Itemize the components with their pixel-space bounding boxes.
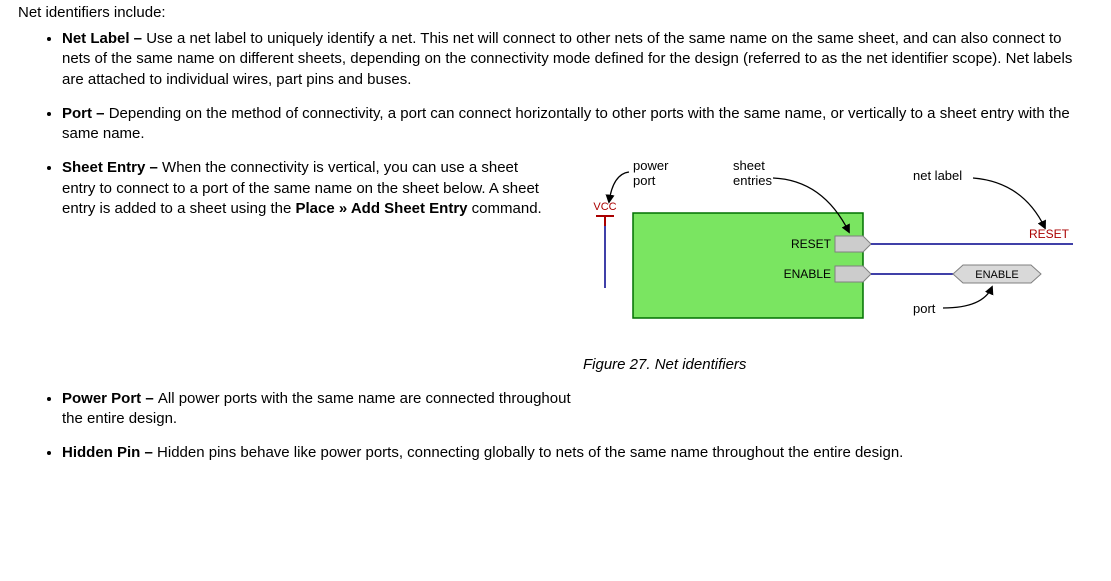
item-port: Port – Depending on the method of connec… (62, 104, 1093, 145)
term-net-label: Net Label (62, 30, 130, 47)
dash: – (145, 159, 162, 176)
item-hidden-pin: Hidden Pin – Hidden pins behave like pow… (62, 443, 1093, 463)
figure-net-identifiers: RESETENABLERESETENABLEVCCpowerportsheete… (573, 158, 1093, 375)
term-sheet-entry: Sheet Entry (62, 159, 145, 176)
term-port: Port (62, 105, 92, 122)
definition-list: Net Label – Use a net label to uniquely … (18, 29, 1093, 464)
svg-text:VCC: VCC (593, 201, 616, 213)
item-sheet-entry: Sheet Entry – When the connectivity is v… (62, 158, 1093, 375)
dash: – (130, 30, 147, 47)
svg-text:port: port (633, 173, 656, 188)
body-sheet-entry-bold: Place » Add Sheet Entry (296, 200, 468, 217)
svg-text:power: power (633, 158, 669, 173)
term-power-port: Power Port (62, 390, 141, 407)
svg-text:ENABLE: ENABLE (975, 269, 1018, 281)
dash: – (140, 444, 157, 461)
svg-text:sheet: sheet (733, 158, 765, 173)
body-net-label: Use a net label to uniquely identify a n… (62, 30, 1072, 88)
body-port: Depending on the method of connectivity,… (62, 105, 1070, 142)
item-power-port: Power Port – All power ports with the sa… (62, 389, 1093, 430)
intro-text: Net identifiers include: (18, 4, 1093, 21)
item-net-label: Net Label – Use a net label to uniquely … (62, 29, 1093, 90)
svg-text:port: port (913, 301, 936, 316)
svg-text:RESET: RESET (1029, 227, 1070, 241)
svg-text:ENABLE: ENABLE (784, 267, 831, 281)
dash: – (92, 105, 109, 122)
dash: – (141, 390, 158, 407)
body-hidden-pin: Hidden pins behave like power ports, con… (157, 444, 903, 461)
figure-caption: Figure 27. Net identifiers (583, 355, 1093, 375)
svg-text:RESET: RESET (791, 237, 832, 251)
term-hidden-pin: Hidden Pin (62, 444, 140, 461)
svg-text:net label: net label (913, 168, 962, 183)
body-sheet-entry: Sheet Entry – When the connectivity is v… (62, 158, 549, 219)
svg-text:entries: entries (733, 173, 773, 188)
body-sheet-entry-post: command. (468, 200, 542, 217)
